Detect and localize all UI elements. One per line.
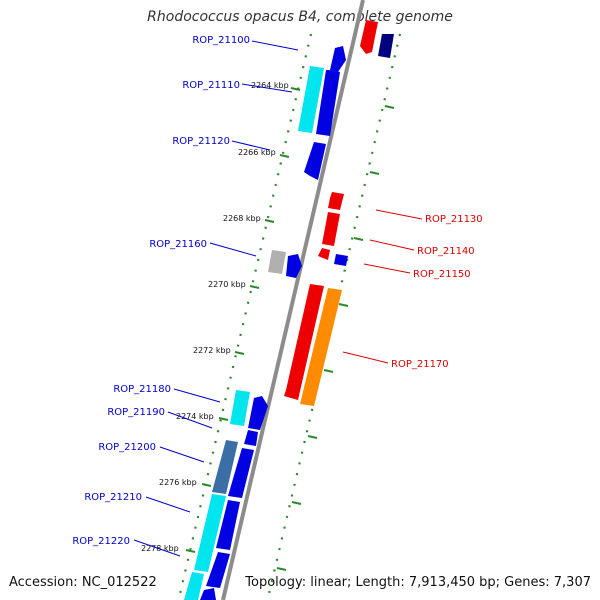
kbp-tick-label: 2264 kbp xyxy=(251,81,289,90)
kbp-tick-label: 2268 kbp xyxy=(223,214,261,223)
gene-bottom xyxy=(200,588,216,600)
tick-mark xyxy=(218,417,229,421)
gene-label[interactable]: ROP_21110 xyxy=(182,80,240,91)
reverse-genes xyxy=(284,20,378,406)
gene-ROP_21200-steel xyxy=(212,440,238,494)
gene-ROP_21100 xyxy=(330,46,346,72)
gene-ROP_21190 xyxy=(244,430,258,446)
gene-ROP_21220-cyan xyxy=(184,572,204,600)
gene-ROP_21180 xyxy=(248,396,268,430)
kbp-tick-label: 2276 kbp xyxy=(159,478,197,487)
gene-label[interactable]: ROP_21180 xyxy=(113,384,171,395)
tick-mark xyxy=(279,154,290,158)
tick-mark xyxy=(234,351,245,355)
gene-ROP_21140 xyxy=(318,248,330,260)
kbp-tick-label: 2270 kbp xyxy=(208,280,246,289)
gene-ROP_21120 xyxy=(304,142,326,180)
gene-ROP_21170 xyxy=(284,284,324,400)
tick-mark xyxy=(290,87,301,91)
gene-top-red xyxy=(360,20,378,54)
gene-ROP_21160 xyxy=(286,254,302,278)
gene-label[interactable]: ROP_21190 xyxy=(107,407,165,418)
tick-mark xyxy=(185,549,196,553)
gene-ROP_21110-homolog xyxy=(298,66,324,133)
gene-label[interactable]: ROP_21150 xyxy=(413,269,471,280)
genome-summary: Topology: linear; Length: 7,913,450 bp; … xyxy=(245,575,591,590)
gene-top-navy xyxy=(378,34,394,58)
gene-label[interactable]: ROP_21140 xyxy=(417,246,475,257)
right-rail-ticks xyxy=(276,105,395,571)
gene-ROP_21220 xyxy=(206,552,230,588)
gene-label[interactable]: ROP_21160 xyxy=(149,239,207,250)
gene-label[interactable]: ROP_21210 xyxy=(84,492,142,503)
map-title: Rhodococcus opacus B4, complete genome xyxy=(147,9,453,25)
gene-label[interactable]: ROP_21220 xyxy=(72,536,130,547)
gene-label[interactable]: ROP_21200 xyxy=(98,442,156,453)
tick-mark xyxy=(249,285,260,289)
gene-labels-left: ROP_21100 ROP_21110 ROP_21120 ROP_21160 … xyxy=(72,35,250,547)
gene-ROP_21130 xyxy=(328,192,344,210)
gene-ROP_21150 xyxy=(334,254,348,266)
gene-ROP_21170-orange xyxy=(300,288,342,406)
gene-label[interactable]: ROP_21130 xyxy=(425,214,483,225)
gene-ROP_21200 xyxy=(228,448,254,498)
tick-mark xyxy=(264,219,275,223)
forward-genes xyxy=(184,34,394,600)
gene-label[interactable]: ROP_21120 xyxy=(172,136,230,147)
gene-label[interactable]: ROP_21170 xyxy=(391,359,449,370)
kbp-tick-label: 2274 kbp xyxy=(176,412,214,421)
gene-ROP_21180-cyan xyxy=(230,390,250,426)
gene-ROP_21160-grey xyxy=(268,250,286,274)
kbp-tick-label: 2266 kbp xyxy=(238,148,276,157)
gene-labels-right: ROP_21130 ROP_21140 ROP_21150 ROP_21170 xyxy=(391,214,483,370)
tick-mark xyxy=(201,483,212,487)
leader-lines xyxy=(133,40,423,557)
gene-ROP_21110 xyxy=(316,70,340,136)
gene-ROP_21210-cyan xyxy=(194,494,226,572)
genome-backbone xyxy=(221,0,365,600)
gene-ROP_21210 xyxy=(216,500,240,550)
kbp-tick-label: 2272 kbp xyxy=(193,346,231,355)
gene-ROP_21130b xyxy=(322,212,340,246)
accession-text: Accession: NC_012522 xyxy=(9,575,157,590)
gene-label[interactable]: ROP_21100 xyxy=(192,35,250,46)
